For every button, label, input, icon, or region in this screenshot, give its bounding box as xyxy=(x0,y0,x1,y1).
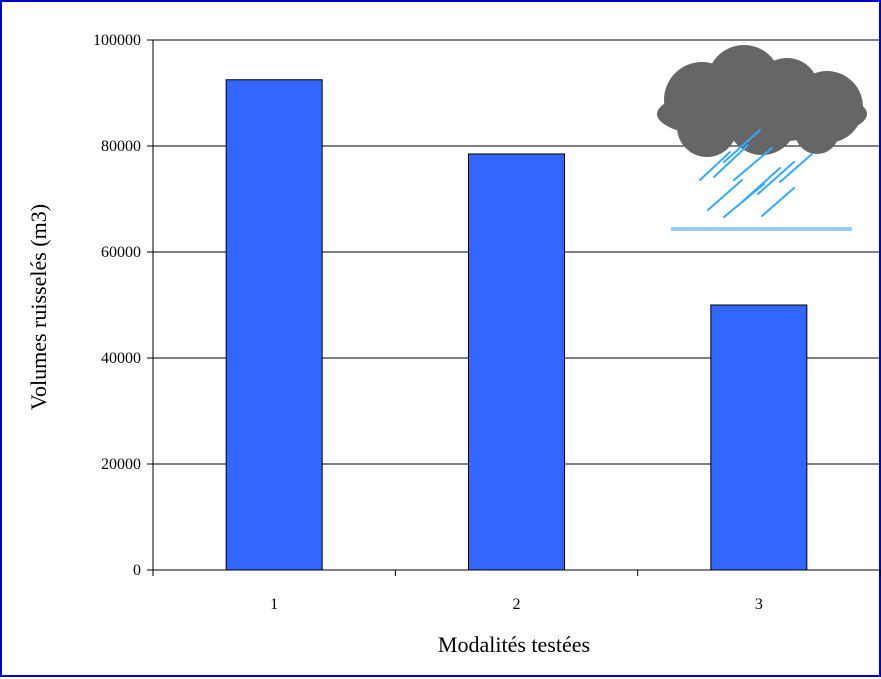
y-tick-label: 60000 xyxy=(101,244,141,261)
y-tick-label: 80000 xyxy=(101,138,141,155)
y-tick-label: 40000 xyxy=(101,350,141,367)
bar-1 xyxy=(225,79,323,571)
x-tick-labels: 1 2 3 xyxy=(270,596,763,613)
bar-2 xyxy=(468,153,565,571)
x-tick-label: 1 xyxy=(270,596,278,613)
x-tick-label: 2 xyxy=(513,596,521,613)
y-axis-title: Volumes ruisselés (m3) xyxy=(26,204,51,410)
y-tick-label: 0 xyxy=(133,562,141,579)
y-tick-label: 100000 xyxy=(93,32,141,49)
x-tick-label: 3 xyxy=(755,596,763,613)
bar-3 xyxy=(710,304,808,571)
rain-cloud-icon xyxy=(657,45,867,231)
bars xyxy=(225,79,808,571)
axes xyxy=(147,39,881,576)
y-tick-label: 20000 xyxy=(101,456,141,473)
x-axis-title: Modalités testées xyxy=(438,632,590,657)
y-tick-labels: 0 20000 40000 60000 80000 100000 xyxy=(93,32,141,579)
